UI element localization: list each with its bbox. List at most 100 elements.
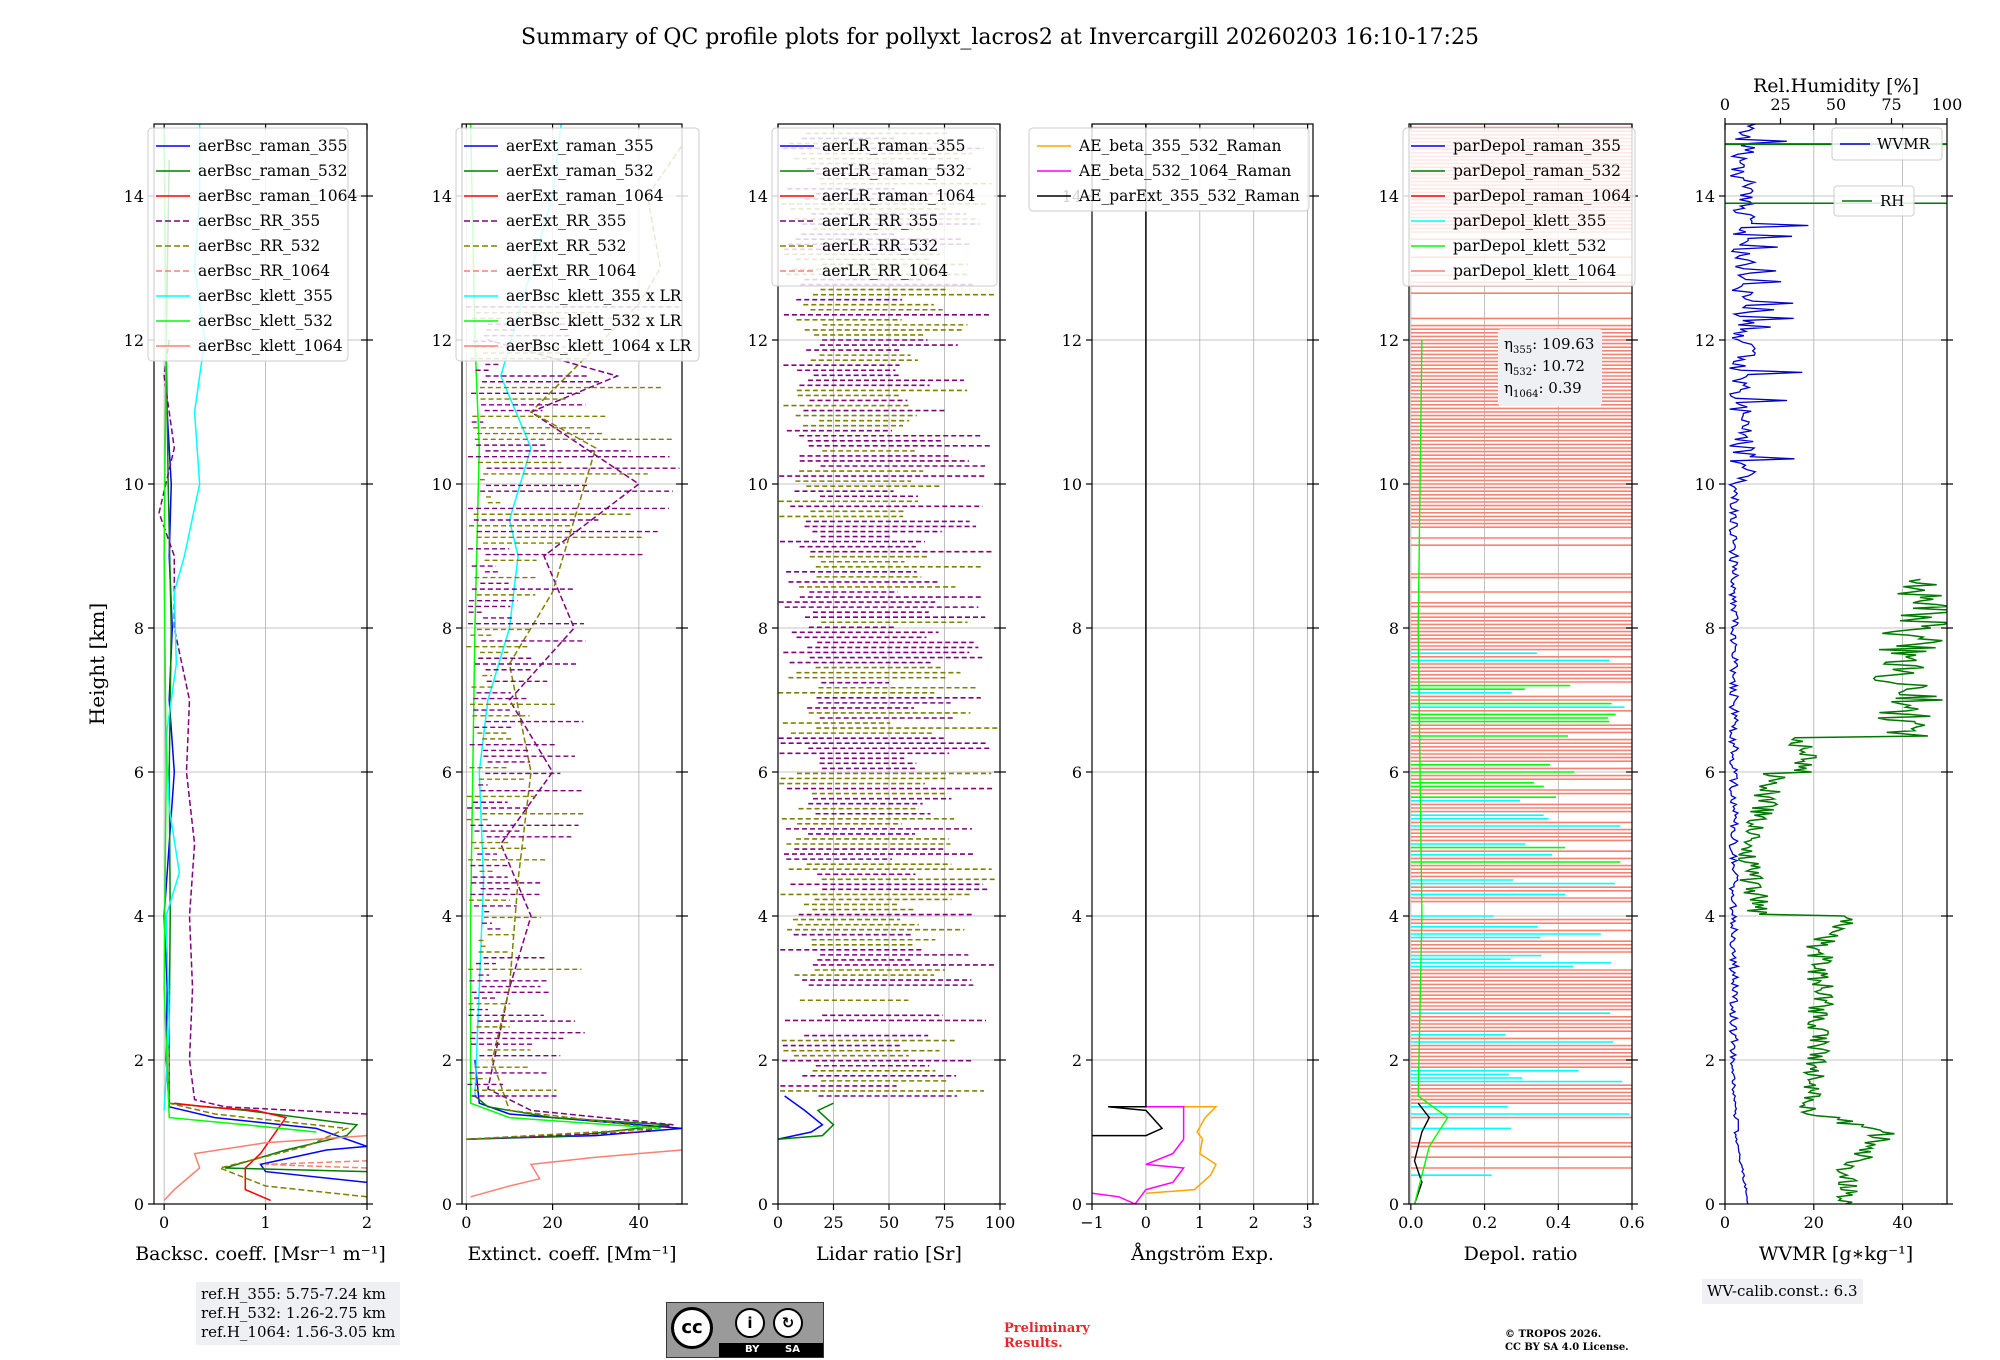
x-tick-label: 1 bbox=[260, 1213, 270, 1232]
y-tick-label: 4 bbox=[1072, 907, 1082, 926]
y-tick-label: 14 bbox=[124, 187, 144, 206]
y-axis-label: Height [km] bbox=[85, 603, 109, 725]
series-aerBsc_klett_532 bbox=[163, 131, 317, 1133]
y-tick-label: 10 bbox=[124, 475, 144, 494]
y-tick-label: 2 bbox=[758, 1051, 768, 1070]
eta-355: η355: 109.63 bbox=[1504, 335, 1594, 356]
legend-label: parDepol_klett_532 bbox=[1453, 237, 1606, 255]
y-tick-label: 6 bbox=[134, 763, 144, 782]
legend-label: aerLR_raman_355 bbox=[822, 137, 965, 155]
x-tick-label: 2 bbox=[362, 1213, 372, 1232]
y-tick-label: 4 bbox=[442, 907, 452, 926]
cc-license-logo: cc i ↻ BY SA bbox=[666, 1302, 824, 1358]
cc-strip: BY SA bbox=[719, 1343, 823, 1357]
y-tick-label: 0 bbox=[1072, 1195, 1082, 1214]
y-tick-label: 12 bbox=[432, 331, 452, 350]
wvmr-line bbox=[1727, 124, 1809, 1204]
panel-wv: 0 2 4 6 8 10 12 14 0 20 40 WVMR [g∗kg⁻¹] 0 25 50 75 100 R… bbox=[1695, 75, 1963, 1265]
eta-532: η532: 10.72 bbox=[1504, 357, 1585, 378]
legend-bsc: aerBsc_raman_355 aerBsc_raman_532 aerBsc_r… bbox=[147, 127, 358, 362]
legend-label: aerBsc_RR_532 bbox=[198, 237, 320, 255]
rh-line bbox=[1738, 578, 1947, 1204]
cc-by-label: BY bbox=[745, 1344, 760, 1355]
ref-height-355: ref.H_355: 5.75-7.24 km bbox=[201, 1285, 386, 1303]
axes-frame bbox=[1408, 123, 1633, 1205]
legend-label: parDepol_raman_1064 bbox=[1453, 187, 1631, 205]
y-tick-label: 0 bbox=[1705, 1195, 1715, 1214]
legend-label-rh: RH bbox=[1880, 192, 1904, 210]
legend-label: aerExt_raman_1064 bbox=[506, 187, 664, 205]
x-tick-label: 0 bbox=[159, 1213, 169, 1232]
legend-label: aerBsc_klett_355 bbox=[198, 287, 333, 305]
data-layer-bsc bbox=[158, 124, 367, 1202]
x-tick-label: 0 bbox=[773, 1213, 783, 1232]
y-tick-label: 12 bbox=[1062, 331, 1082, 350]
x-tick-label: 3 bbox=[1303, 1213, 1313, 1232]
axes-frame bbox=[1091, 123, 1314, 1205]
y-tick-label: 14 bbox=[1695, 187, 1715, 206]
y-tick-label: 4 bbox=[1389, 907, 1399, 926]
y-tick-label: 6 bbox=[1389, 763, 1399, 782]
panel-depol: 0 2 4 6 8 10 12 14 0.0 0.2 0.4 0.6 Depol. ratio parDe… bbox=[1379, 123, 1645, 1265]
y-tick-label: 6 bbox=[1705, 763, 1715, 782]
legend-label: aerBsc_klett_532 x LR bbox=[506, 312, 683, 330]
y-tick-label: 8 bbox=[758, 619, 768, 638]
x-tick-label: 0.0 bbox=[1398, 1213, 1423, 1232]
x-axis-label: Backsc. coeff. [Msr⁻¹ m⁻¹] bbox=[135, 1243, 386, 1265]
x-tick-label: −1 bbox=[1080, 1213, 1104, 1232]
share-alike-icon: ↻ bbox=[773, 1308, 803, 1338]
y-tick-label: 6 bbox=[442, 763, 452, 782]
y-tick-label: 12 bbox=[1695, 331, 1715, 350]
x-tick-label: 20 bbox=[542, 1213, 562, 1232]
figure-title: Summary of QC profile plots for pollyxt_… bbox=[521, 25, 1479, 50]
x-tick-label: 0 bbox=[1720, 1213, 1730, 1232]
y-tick-label: 10 bbox=[432, 475, 452, 494]
legend-label: aerBsc_klett_355 x LR bbox=[506, 287, 683, 305]
y-tick-label: 8 bbox=[1389, 619, 1399, 638]
series-aerBsc_RR_355 bbox=[158, 339, 367, 1115]
preliminary-note: Preliminary Results. bbox=[1004, 1321, 1090, 1351]
panel-lr: 0 2 4 6 8 10 12 14 0 25 50 75 100 Lidar ratio [Sr] aer… bbox=[748, 123, 1015, 1265]
y-tick-label: 0 bbox=[134, 1195, 144, 1214]
y-tick-label: 10 bbox=[1379, 475, 1399, 494]
y-tick-label: 14 bbox=[1379, 187, 1399, 206]
x-tick-label: 40 bbox=[629, 1213, 649, 1232]
series-AE_beta_355_532_Raman bbox=[1145, 1106, 1218, 1194]
y-tick-label: 10 bbox=[1695, 475, 1715, 494]
x-axis-label: Depol. ratio bbox=[1464, 1243, 1578, 1265]
axes-frame bbox=[461, 123, 683, 1205]
y-tick-label: 2 bbox=[1705, 1051, 1715, 1070]
y-tick-label: 2 bbox=[1072, 1051, 1082, 1070]
wv-calib-box: WV-calib.const.: 6.3 bbox=[1702, 1279, 1863, 1304]
series-aerLR_raman_532 bbox=[778, 1102, 835, 1140]
top-tick-label: 75 bbox=[1881, 95, 1901, 114]
y-tick-label: 2 bbox=[134, 1051, 144, 1070]
x-axis-label: Ångström Exp. bbox=[1130, 1243, 1274, 1265]
legend-ext: aerExt_raman_355 aerExt_raman_532 aerExt_r… bbox=[455, 127, 700, 362]
cc-sa-label: SA bbox=[785, 1344, 800, 1355]
y-tick-label: 8 bbox=[1072, 619, 1082, 638]
legend-label: aerLR_raman_1064 bbox=[822, 187, 975, 205]
legend-label: aerExt_RR_355 bbox=[506, 212, 627, 230]
series-aerExt_raman_532 bbox=[466, 1095, 670, 1140]
wv-calib-text: WV-calib.const.: 6.3 bbox=[1707, 1282, 1858, 1300]
data-layer-ae bbox=[1092, 124, 1218, 1204]
depol-line-black bbox=[1413, 1102, 1431, 1204]
legend-label: aerBsc_klett_1064 bbox=[198, 337, 343, 355]
x-tick-label: 20 bbox=[1804, 1213, 1824, 1232]
x-tick-label: 40 bbox=[1892, 1213, 1912, 1232]
top-tick-label: 25 bbox=[1770, 95, 1790, 114]
legend-label: AE_beta_532_1064_Raman bbox=[1078, 162, 1291, 180]
y-tick-label: 6 bbox=[758, 763, 768, 782]
x-tick-label: 0.2 bbox=[1472, 1213, 1497, 1232]
y-tick-label: 14 bbox=[748, 187, 768, 206]
legend-label: aerBsc_raman_1064 bbox=[198, 187, 358, 205]
x-tick-label: 0.4 bbox=[1546, 1213, 1571, 1232]
x-tick-label: 50 bbox=[879, 1213, 899, 1232]
legend-label: aerBsc_RR_355 bbox=[198, 212, 320, 230]
x-axis-label: Lidar ratio [Sr] bbox=[816, 1243, 962, 1265]
legend-ae: AE_beta_355_532_Raman AE_beta_532_1064_Ra… bbox=[1028, 127, 1310, 212]
top-tick-label: 50 bbox=[1826, 95, 1846, 114]
legend-label: aerBsc_raman_355 bbox=[198, 137, 348, 155]
